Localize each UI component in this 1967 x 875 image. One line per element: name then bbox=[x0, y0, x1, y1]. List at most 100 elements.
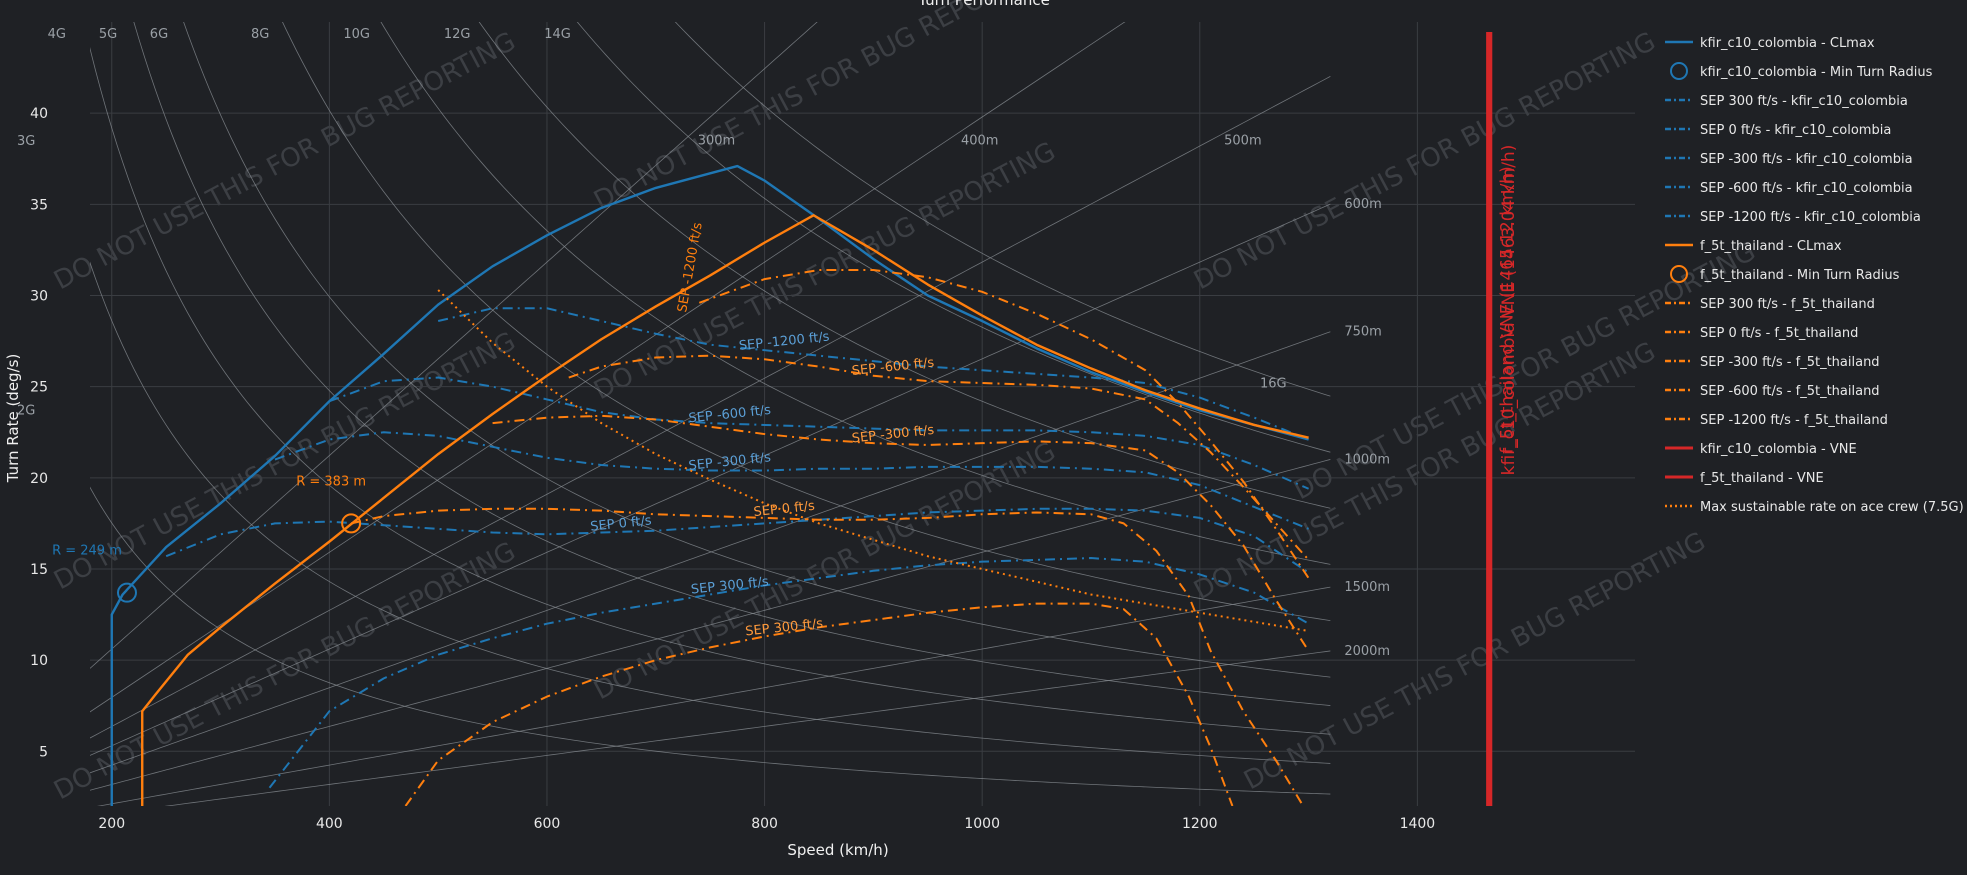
legend-item-16[interactable]: Max sustainable rate on ace crew (7.5G) bbox=[1665, 500, 1964, 515]
legend-label: SEP -600 ft/s - f_5t_thailand bbox=[1700, 384, 1880, 399]
series-layer bbox=[110, 32, 1493, 806]
legend-label: SEP -300 ft/s - f_5t_thailand bbox=[1700, 355, 1880, 370]
watermark-text-4: DO NOT USE THIS FOR BUG REPORTING bbox=[589, 437, 1060, 707]
legend-item-13[interactable]: SEP -1200 ft/s - f_5t_thailand bbox=[1665, 413, 1888, 428]
y-tick-label: 5 bbox=[39, 744, 48, 760]
legend-label: SEP 0 ft/s - f_5t_thailand bbox=[1700, 326, 1858, 341]
legend-label: SEP -300 ft/s - kfir_c10_colombia bbox=[1700, 152, 1913, 167]
legend-item-2[interactable]: SEP 300 ft/s - kfir_c10_colombia bbox=[1665, 94, 1908, 109]
radius-line-label: 300m bbox=[698, 134, 735, 149]
legend-label: SEP -1200 ft/s - kfir_c10_colombia bbox=[1700, 210, 1921, 225]
legend-item-15[interactable]: f_5t_thailand - VNE bbox=[1665, 471, 1824, 486]
iso-labels-layer: 2G 3G 4G 5G 6G 8G 10G 12G 14G 16G 300m 400m 500m 600m… bbox=[17, 27, 1390, 659]
x-tick-label: 200 bbox=[98, 816, 125, 832]
radius-line-label: 400m bbox=[961, 134, 998, 149]
g-line-label: 6G bbox=[150, 27, 168, 42]
axis-layer: Turn Performance Speed (km/h) Turn Rate … bbox=[4, 0, 1435, 859]
legend-label: SEP 300 ft/s - f_5t_thailand bbox=[1700, 297, 1875, 312]
g-line-label: 3G bbox=[17, 134, 35, 149]
min-turn-radius-label: R = 383 m bbox=[296, 474, 366, 489]
legend-item-0[interactable]: kfir_c10_colombia - CLmax bbox=[1665, 36, 1875, 51]
legend-label: f_5t_thailand - VNE bbox=[1700, 471, 1824, 486]
series-line-13 bbox=[698, 268, 1310, 579]
radius-line-2000m bbox=[164, 650, 1331, 806]
series-line-10 bbox=[350, 507, 1305, 806]
legend-item-14[interactable]: kfir_c10_colombia - VNE bbox=[1665, 442, 1857, 457]
sep-label: SEP 0 ft/s bbox=[590, 513, 653, 534]
x-tick-label: 1200 bbox=[1182, 816, 1218, 832]
legend-label: SEP 0 ft/s - kfir_c10_colombia bbox=[1700, 123, 1891, 138]
g-line-label: 5G bbox=[99, 27, 117, 42]
radius-line-500m bbox=[90, 76, 1331, 739]
vne-label: kfir_c10_colombia VNE (1463.04 km/h) bbox=[1499, 145, 1519, 476]
legend-label: kfir_c10_colombia - Min Turn Radius bbox=[1700, 65, 1933, 80]
g-line-10G bbox=[380, 22, 1331, 565]
x-tick-label: 400 bbox=[316, 816, 343, 832]
legend-item-3[interactable]: SEP 0 ft/s - kfir_c10_colombia bbox=[1665, 123, 1891, 138]
y-axis-title: Turn Rate (deg/s) bbox=[4, 354, 22, 484]
legend-item-5[interactable]: SEP -600 ft/s - kfir_c10_colombia bbox=[1665, 181, 1913, 196]
x-axis-title: Speed (km/h) bbox=[787, 841, 888, 859]
g-line-label: 10G bbox=[343, 27, 370, 42]
y-tick-label: 40 bbox=[30, 106, 48, 122]
radius-line-300m bbox=[90, 22, 818, 669]
legend-symbol bbox=[1670, 265, 1688, 283]
series-line-2 bbox=[268, 557, 1310, 789]
radius-line-750m bbox=[90, 331, 1331, 774]
series-line-3 bbox=[165, 507, 1310, 574]
series-line-0 bbox=[110, 164, 1309, 806]
radius-line-label: 2000m bbox=[1344, 644, 1390, 659]
legend-label: kfir_c10_colombia - CLmax bbox=[1700, 36, 1875, 51]
series-line-12 bbox=[568, 354, 1310, 561]
g-line-label: 16G bbox=[1260, 376, 1287, 391]
watermark-text-0: DO NOT USE THIS FOR BUG REPORTING bbox=[49, 27, 520, 297]
legend-item-4[interactable]: SEP -300 ft/s - kfir_c10_colombia bbox=[1665, 152, 1913, 167]
legend-item-9[interactable]: SEP 300 ft/s - f_5t_thailand bbox=[1665, 297, 1875, 312]
g-line-label: 12G bbox=[444, 27, 471, 42]
iso-lines-layer bbox=[90, 22, 1331, 806]
radius-line-label: 500m bbox=[1224, 134, 1261, 149]
legend[interactable]: kfir_c10_colombia - CLmax kfir_c10_colomb… bbox=[1665, 36, 1964, 515]
legend-label: SEP -600 ft/s - kfir_c10_colombia bbox=[1700, 181, 1913, 196]
g-line-8G bbox=[282, 22, 1331, 622]
legend-item-7[interactable]: f_5t_thailand - CLmax bbox=[1665, 239, 1842, 254]
legend-label: Max sustainable rate on ace crew (7.5G) bbox=[1700, 500, 1964, 515]
legend-item-1[interactable]: kfir_c10_colombia - Min Turn Radius bbox=[1670, 62, 1933, 80]
legend-label: SEP 300 ft/s - kfir_c10_colombia bbox=[1700, 94, 1908, 109]
radius-line-600m bbox=[90, 203, 1331, 756]
legend-item-12[interactable]: SEP -600 ft/s - f_5t_thailand bbox=[1665, 384, 1880, 399]
vne-label: f_5t_thailand VNE (1465.12 km/h) bbox=[1497, 166, 1517, 454]
legend-symbol bbox=[1670, 62, 1688, 80]
legend-item-11[interactable]: SEP -300 ft/s - f_5t_thailand bbox=[1665, 355, 1880, 370]
g-line-label: 4G bbox=[48, 27, 66, 42]
y-tick-label: 15 bbox=[30, 562, 48, 578]
x-tick-label: 600 bbox=[534, 816, 561, 832]
watermark-text-2: DO NOT USE THIS FOR BUG REPORTING bbox=[1189, 27, 1660, 297]
legend-label: f_5t_thailand - CLmax bbox=[1700, 239, 1842, 254]
g-line-label: 8G bbox=[251, 27, 269, 42]
legend-label: kfir_c10_colombia - VNE bbox=[1700, 442, 1857, 457]
min-turn-radius-label: R = 249 m bbox=[52, 544, 122, 559]
min-turn-radius-marker-1 bbox=[116, 582, 137, 603]
y-tick-label: 20 bbox=[30, 471, 48, 487]
g-line-label: 14G bbox=[544, 27, 571, 42]
legend-item-8[interactable]: f_5t_thailand - Min Turn Radius bbox=[1670, 265, 1900, 283]
sep-label: SEP -600 ft/s bbox=[688, 403, 772, 427]
series-line-11 bbox=[492, 414, 1310, 652]
g-line-5G bbox=[133, 22, 1331, 706]
radius-line-1000m bbox=[90, 459, 1331, 791]
legend-item-10[interactable]: SEP 0 ft/s - f_5t_thailand bbox=[1665, 326, 1858, 341]
legend-item-6[interactable]: SEP -1200 ft/s - kfir_c10_colombia bbox=[1665, 210, 1921, 225]
x-tick-label: 1400 bbox=[1400, 816, 1436, 832]
radius-line-label: 1500m bbox=[1344, 580, 1390, 595]
legend-label: f_5t_thailand - Min Turn Radius bbox=[1700, 268, 1900, 283]
g-line-label: 2G bbox=[17, 403, 35, 418]
g-line-4G bbox=[90, 46, 1331, 735]
min-turn-radius-marker-8 bbox=[341, 513, 362, 534]
series-line-4 bbox=[274, 431, 1309, 530]
series-line-16 bbox=[437, 289, 1309, 632]
g-line-2G bbox=[90, 486, 1331, 795]
y-tick-label: 10 bbox=[30, 653, 48, 669]
chart-title: Turn Performance bbox=[917, 0, 1050, 9]
